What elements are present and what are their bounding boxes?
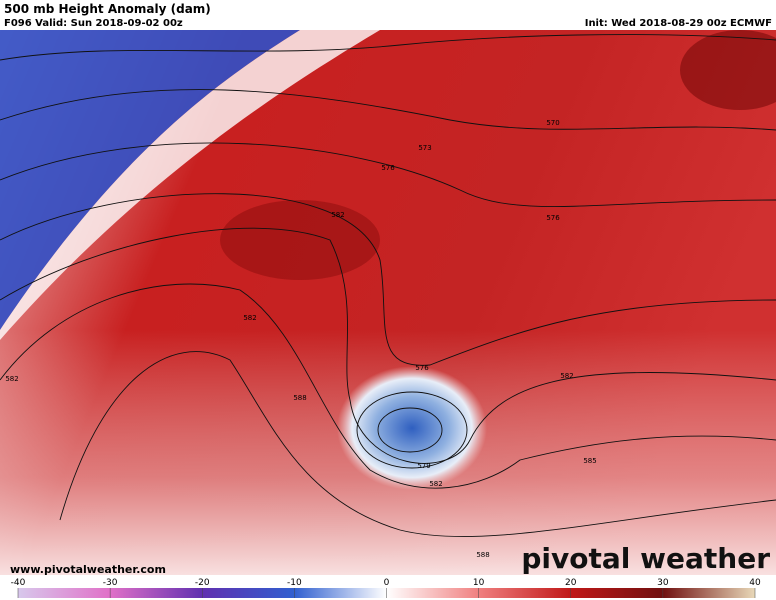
colorbar-tick-label: 0 — [384, 578, 390, 588]
map-title: 500 mb Height Anomaly (dam) — [4, 2, 211, 16]
logo: pivotal weather — [521, 542, 770, 575]
valid-time: F096 Valid: Sun 2018-09-02 00z — [4, 18, 183, 29]
colorbar-tick-label: -40 — [11, 578, 26, 588]
contour-label: 582 — [560, 372, 573, 380]
contour-label: 579 — [417, 462, 430, 470]
colorbar-tick-label: 10 — [473, 578, 485, 588]
colorbar-tick-label: 40 — [749, 578, 761, 588]
contour-label: 588 — [476, 551, 489, 559]
contour-label: 576 — [381, 164, 395, 172]
colorbar-tick-label: 20 — [565, 578, 577, 588]
contour-label: 570 — [546, 119, 559, 127]
contour-label: 585 — [583, 457, 596, 465]
colorbar-tick-label: -20 — [195, 578, 210, 588]
site-url: www.pivotalweather.com — [10, 563, 166, 576]
contour-label: 576 — [415, 364, 429, 372]
contour-label: 582 — [243, 314, 256, 322]
contour-label: 588 — [293, 394, 306, 402]
contour-label: 582 — [331, 211, 344, 219]
contour-label: 573 — [418, 144, 431, 152]
trough-region — [0, 30, 300, 330]
ridge-core — [220, 200, 380, 280]
map: 570 573 576 582 582 588 576 582 579 582 588 582 585 5… — [0, 30, 776, 575]
contours — [0, 34, 776, 538]
contour-label: 576 — [546, 214, 560, 222]
init-time: Init: Wed 2018-08-29 00z ECMWF — [585, 18, 772, 29]
contour-label: 582 — [429, 480, 442, 488]
colorbar-tick-label: 30 — [657, 578, 669, 588]
contour-label: 582 — [5, 375, 18, 383]
colorbar-tick-label: -10 — [287, 578, 302, 588]
colorbar-tick-label: -30 — [103, 578, 118, 588]
ridge-core — [680, 30, 776, 110]
